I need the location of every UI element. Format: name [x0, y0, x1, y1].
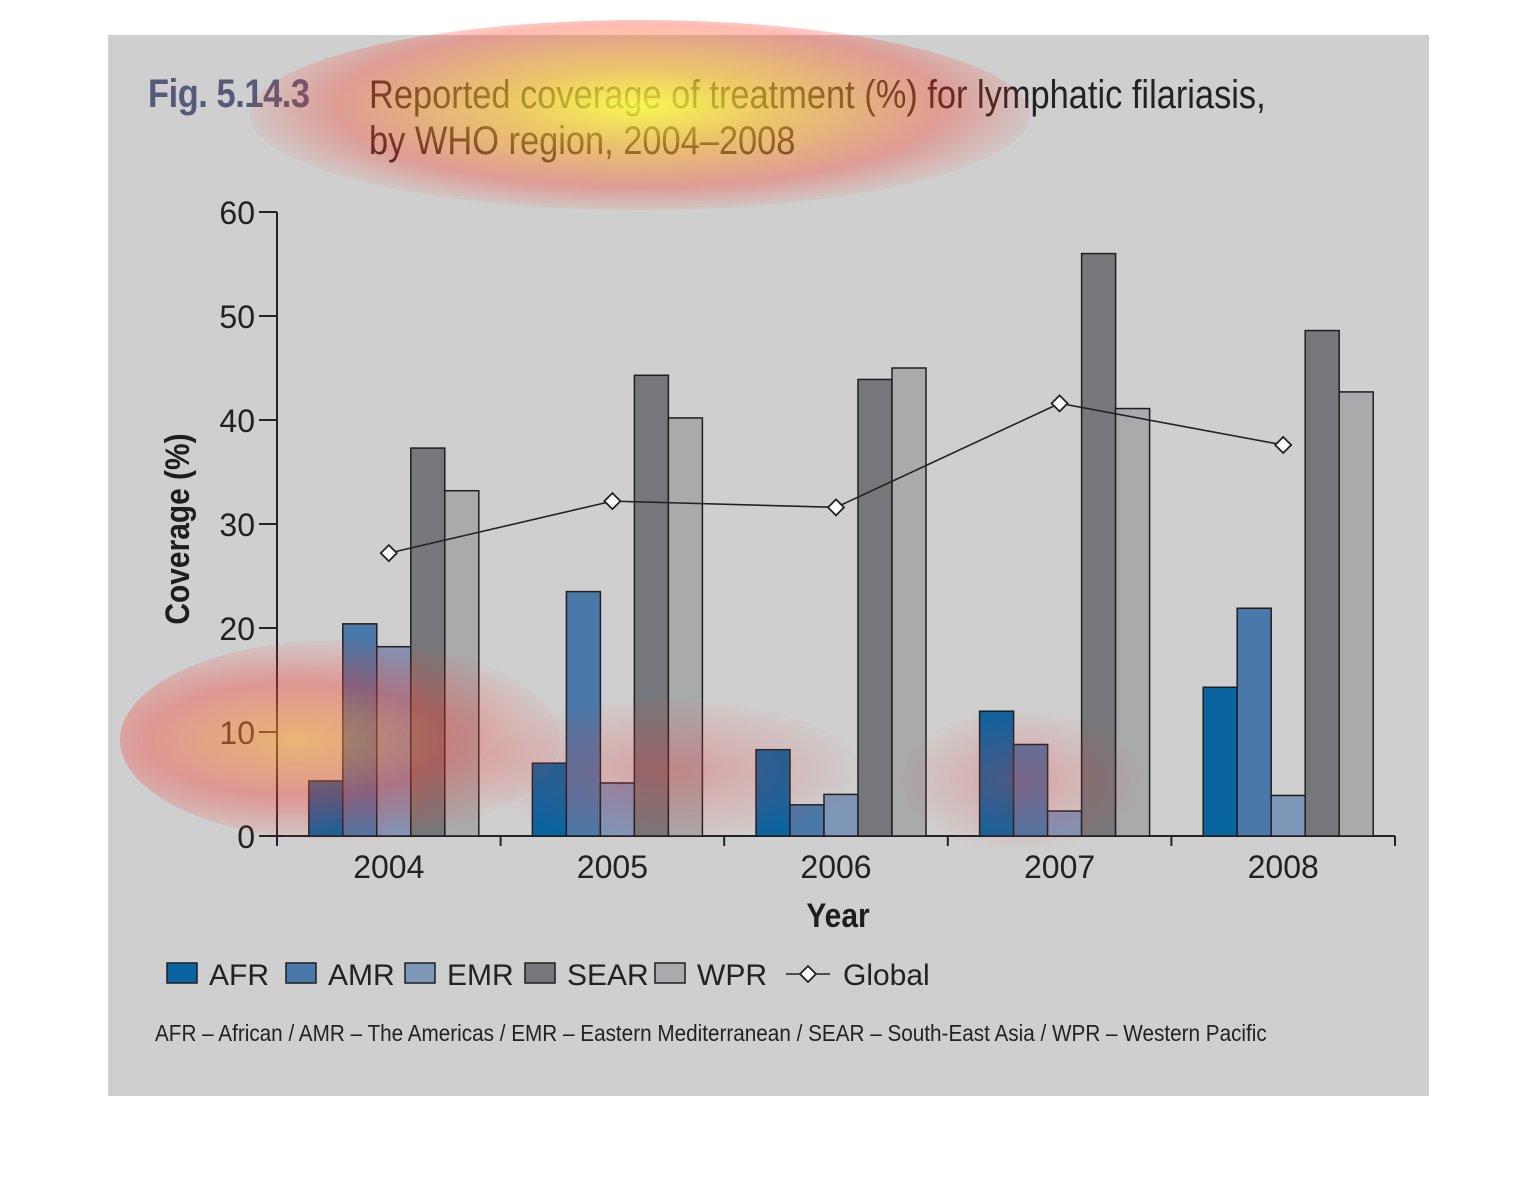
bar-sear-2006: [857, 378, 893, 837]
y-tick-label: 40: [219, 403, 255, 439]
legend-swatch-sear: [524, 962, 556, 984]
x-axis-label: Year: [806, 896, 869, 934]
bar-wpr-2007: [1114, 407, 1151, 837]
bar-amr-2007: [1012, 743, 1049, 837]
bar-amr-2006: [789, 804, 825, 837]
y-tick-label: 10: [219, 715, 255, 751]
figure-panel: [108, 35, 1429, 1096]
legend-label-amr: AMR: [328, 959, 395, 992]
legend-swatch-amr: [285, 962, 317, 984]
bar-emr-2007: [1046, 810, 1083, 837]
bar-emr-2004: [376, 645, 412, 837]
y-tick-label: 20: [219, 611, 255, 647]
legend-label-afr: AFR: [209, 959, 269, 992]
x-tick-label-2005: 2005: [577, 849, 648, 885]
global-point-2005: [603, 491, 622, 511]
bar-afr-2006: [755, 748, 791, 837]
bar-amr-2005: [565, 590, 602, 837]
legend-label-wpr: WPR: [697, 959, 767, 992]
x-tick-label-2004: 2004: [353, 849, 424, 885]
bar-sear-2008: [1304, 329, 1340, 837]
legend-label-global: Global: [843, 959, 930, 992]
bar-afr-2004: [308, 780, 344, 837]
legend-label-emr: EMR: [447, 959, 514, 992]
x-tick-label-2008: 2008: [1248, 849, 1319, 885]
y-tick-label: 60: [219, 195, 255, 231]
chart-bars: [308, 252, 1374, 837]
bar-sear-2005: [633, 374, 670, 837]
bar-amr-2008: [1236, 607, 1272, 837]
bar-amr-2004: [342, 623, 378, 837]
bar-wpr-2005: [667, 417, 704, 837]
global-point-2008: [1273, 435, 1293, 455]
bar-sear-2007: [1080, 252, 1117, 837]
bar-emr-2006: [823, 793, 859, 837]
legend-swatch-wpr: [654, 962, 686, 984]
y-axis-label: Coverage (%): [158, 433, 196, 624]
bar-wpr-2008: [1338, 391, 1374, 837]
bar-wpr-2004: [444, 489, 480, 837]
legend-swatch-emr: [404, 962, 436, 984]
legend-label-sear: SEAR: [567, 959, 649, 992]
y-tick-label: 0: [237, 819, 255, 855]
global-point-2007: [1050, 394, 1069, 413]
bar-emr-2008: [1270, 794, 1306, 837]
legend-swatch-afr: [166, 962, 198, 984]
y-tick-label: 30: [219, 507, 255, 543]
bar-sear-2004: [410, 447, 446, 837]
global-point-2004: [379, 543, 399, 563]
bar-afr-2008: [1202, 686, 1238, 837]
bar-wpr-2006: [891, 367, 927, 837]
global-point-2006: [826, 498, 846, 517]
y-tick-label: 50: [219, 299, 255, 335]
x-tick-label-2006: 2006: [800, 849, 871, 885]
bar-afr-2005: [531, 762, 568, 837]
region-footnote: AFR – African / AMR – The Americas / EMR…: [155, 1020, 1267, 1046]
chart-legend: AFR AMR EMR SEAR WPR Global: [166, 959, 930, 992]
legend-marker-global: [798, 964, 818, 984]
bar-afr-2007: [978, 710, 1015, 837]
global-line-series: [379, 394, 1293, 563]
x-tick-label-2007: 2007: [1024, 849, 1095, 885]
bar-emr-2005: [599, 782, 636, 837]
